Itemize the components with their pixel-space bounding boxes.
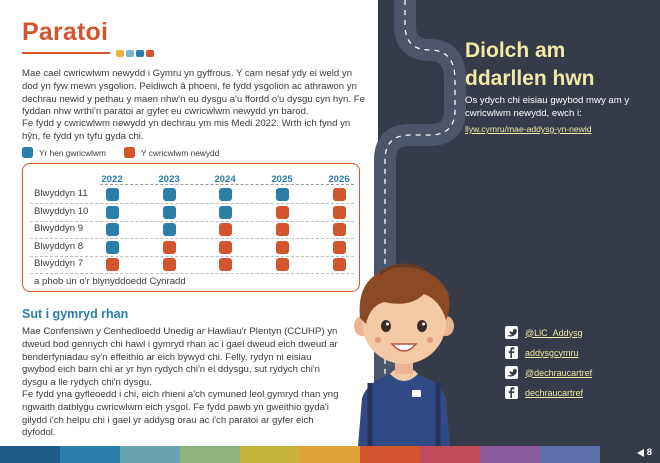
row-label: Blwyddyn 11 bbox=[34, 188, 88, 199]
old-curriculum-cell bbox=[162, 222, 176, 236]
old-curriculum-cell bbox=[105, 240, 119, 254]
page-number[interactable]: 8 bbox=[636, 447, 652, 458]
old-curriculum-cell bbox=[105, 222, 119, 236]
new-curriculum-cell bbox=[218, 257, 232, 271]
new-curriculum-cell bbox=[332, 205, 346, 219]
table-footnote: a phob un o'r blynyddoedd Cynradd bbox=[34, 276, 186, 287]
thanks-line-1: Diolch am bbox=[465, 39, 566, 62]
new-curriculum-cell bbox=[332, 222, 346, 236]
old-curriculum-cell bbox=[162, 205, 176, 219]
new-curriculum-cell bbox=[105, 257, 119, 271]
new-curriculum-cell bbox=[275, 205, 289, 219]
new-curriculum-cell bbox=[275, 240, 289, 254]
old-curriculum-cell bbox=[105, 205, 119, 219]
row-divider bbox=[30, 256, 354, 257]
new-curriculum-cell bbox=[332, 240, 346, 254]
stripe-segment bbox=[360, 446, 420, 463]
row-divider bbox=[30, 203, 354, 204]
facebook-icon bbox=[505, 346, 518, 359]
stripe-segment bbox=[480, 446, 540, 463]
social-twitter-dechrau[interactable]: @dechraucartref bbox=[505, 366, 592, 379]
stripe-segment bbox=[120, 446, 180, 463]
old-curriculum-cell bbox=[218, 205, 232, 219]
decoration-dot bbox=[116, 50, 124, 57]
row-label: Blwyddyn 10 bbox=[34, 206, 89, 217]
table-header-divider bbox=[100, 184, 354, 185]
decoration-dot bbox=[126, 50, 134, 57]
new-curriculum-cell bbox=[332, 257, 346, 271]
rights-paragraph: Mae Confensiwn y Cenhedloedd Unedig ar H… bbox=[22, 326, 338, 389]
year-header: 2022 bbox=[101, 174, 123, 185]
row-divider bbox=[30, 273, 354, 274]
boy-illustration bbox=[354, 263, 454, 446]
decoration-dot bbox=[146, 50, 154, 57]
row-label: Blwyddyn 8 bbox=[34, 241, 84, 252]
legend-old-label: Yr hen gwricwlwm bbox=[39, 147, 106, 158]
year-header: 2024 bbox=[214, 174, 236, 185]
page-number-value: 8 bbox=[646, 447, 652, 458]
thanks-heading: Diolch am ddarllen hwn bbox=[465, 37, 595, 93]
content-panel bbox=[0, 0, 378, 446]
new-curriculum-cell bbox=[275, 257, 289, 271]
twitter-icon bbox=[505, 326, 518, 339]
social-label: @LlC_Addysg bbox=[525, 327, 583, 338]
legend-new-swatch bbox=[124, 147, 135, 158]
new-curriculum-cell bbox=[162, 257, 176, 271]
social-twitter-llc[interactable]: @LlC_Addysg bbox=[505, 326, 583, 339]
participation-paragraph: Fe fydd yna gyfleoedd i chi, eich rhieni… bbox=[22, 389, 339, 439]
stripe-segment bbox=[420, 446, 480, 463]
social-label: @dechraucartref bbox=[525, 367, 593, 378]
title-decoration-dots bbox=[116, 50, 154, 57]
arrow-left-icon bbox=[636, 448, 644, 457]
intro-paragraph: Mae cael cwricwlwm newydd i Gymru yn gyf… bbox=[22, 68, 365, 118]
sidebar-info: Os ydych chi eisiau gwybod mwy am y cwri… bbox=[465, 95, 630, 119]
stripe-segment bbox=[60, 446, 120, 463]
decoration-dot bbox=[136, 50, 144, 57]
page-title: Paratoi bbox=[22, 18, 109, 46]
new-curriculum-cell bbox=[218, 222, 232, 236]
title-underline bbox=[22, 52, 110, 54]
social-label: addysgcymru bbox=[525, 347, 579, 358]
stripe-segment bbox=[300, 446, 360, 463]
thanks-line-2: ddarllen hwn bbox=[465, 67, 595, 90]
curriculum-table bbox=[22, 163, 360, 292]
stripe-segment bbox=[600, 446, 660, 463]
twitter-icon bbox=[505, 366, 518, 379]
footer-color-stripe bbox=[0, 446, 660, 463]
stripe-segment bbox=[180, 446, 240, 463]
year-header: 2025 bbox=[271, 174, 293, 185]
legend-new-label: Y cwricwlwm newydd bbox=[141, 147, 220, 158]
row-divider bbox=[30, 221, 354, 222]
social-facebook-addysg[interactable]: addysgcymru bbox=[505, 346, 579, 359]
start-date-paragraph: Fe fydd y cwricwlwm newydd yn dechrau ym… bbox=[22, 118, 351, 142]
legend-old-swatch bbox=[22, 147, 33, 158]
stripe-segment bbox=[0, 446, 60, 463]
new-curriculum-cell bbox=[275, 222, 289, 236]
row-divider bbox=[30, 238, 354, 239]
social-label: dechraucartref bbox=[525, 387, 584, 398]
social-facebook-dechrau[interactable]: dechraucartref bbox=[505, 386, 583, 399]
facebook-icon bbox=[505, 386, 518, 399]
legend-new: Y cwricwlwm newydd bbox=[124, 147, 219, 158]
curriculum-link[interactable]: llyw.cymru/mae-addysg-yn-newid bbox=[465, 124, 592, 134]
legend-old: Yr hen gwricwlwm bbox=[22, 147, 106, 158]
year-header: 2023 bbox=[158, 174, 180, 185]
new-curriculum-cell bbox=[218, 240, 232, 254]
stripe-segment bbox=[540, 446, 600, 463]
row-label: Blwyddyn 7 bbox=[34, 258, 84, 269]
old-curriculum-cell bbox=[162, 187, 176, 201]
new-curriculum-cell bbox=[332, 187, 346, 201]
year-header: 2026 bbox=[328, 174, 350, 185]
stripe-segment bbox=[240, 446, 300, 463]
old-curriculum-cell bbox=[218, 187, 232, 201]
old-curriculum-cell bbox=[105, 187, 119, 201]
row-label: Blwyddyn 9 bbox=[34, 223, 84, 234]
new-curriculum-cell bbox=[162, 240, 176, 254]
section-heading: Sut i gymryd rhan bbox=[22, 307, 129, 321]
old-curriculum-cell bbox=[275, 187, 289, 201]
